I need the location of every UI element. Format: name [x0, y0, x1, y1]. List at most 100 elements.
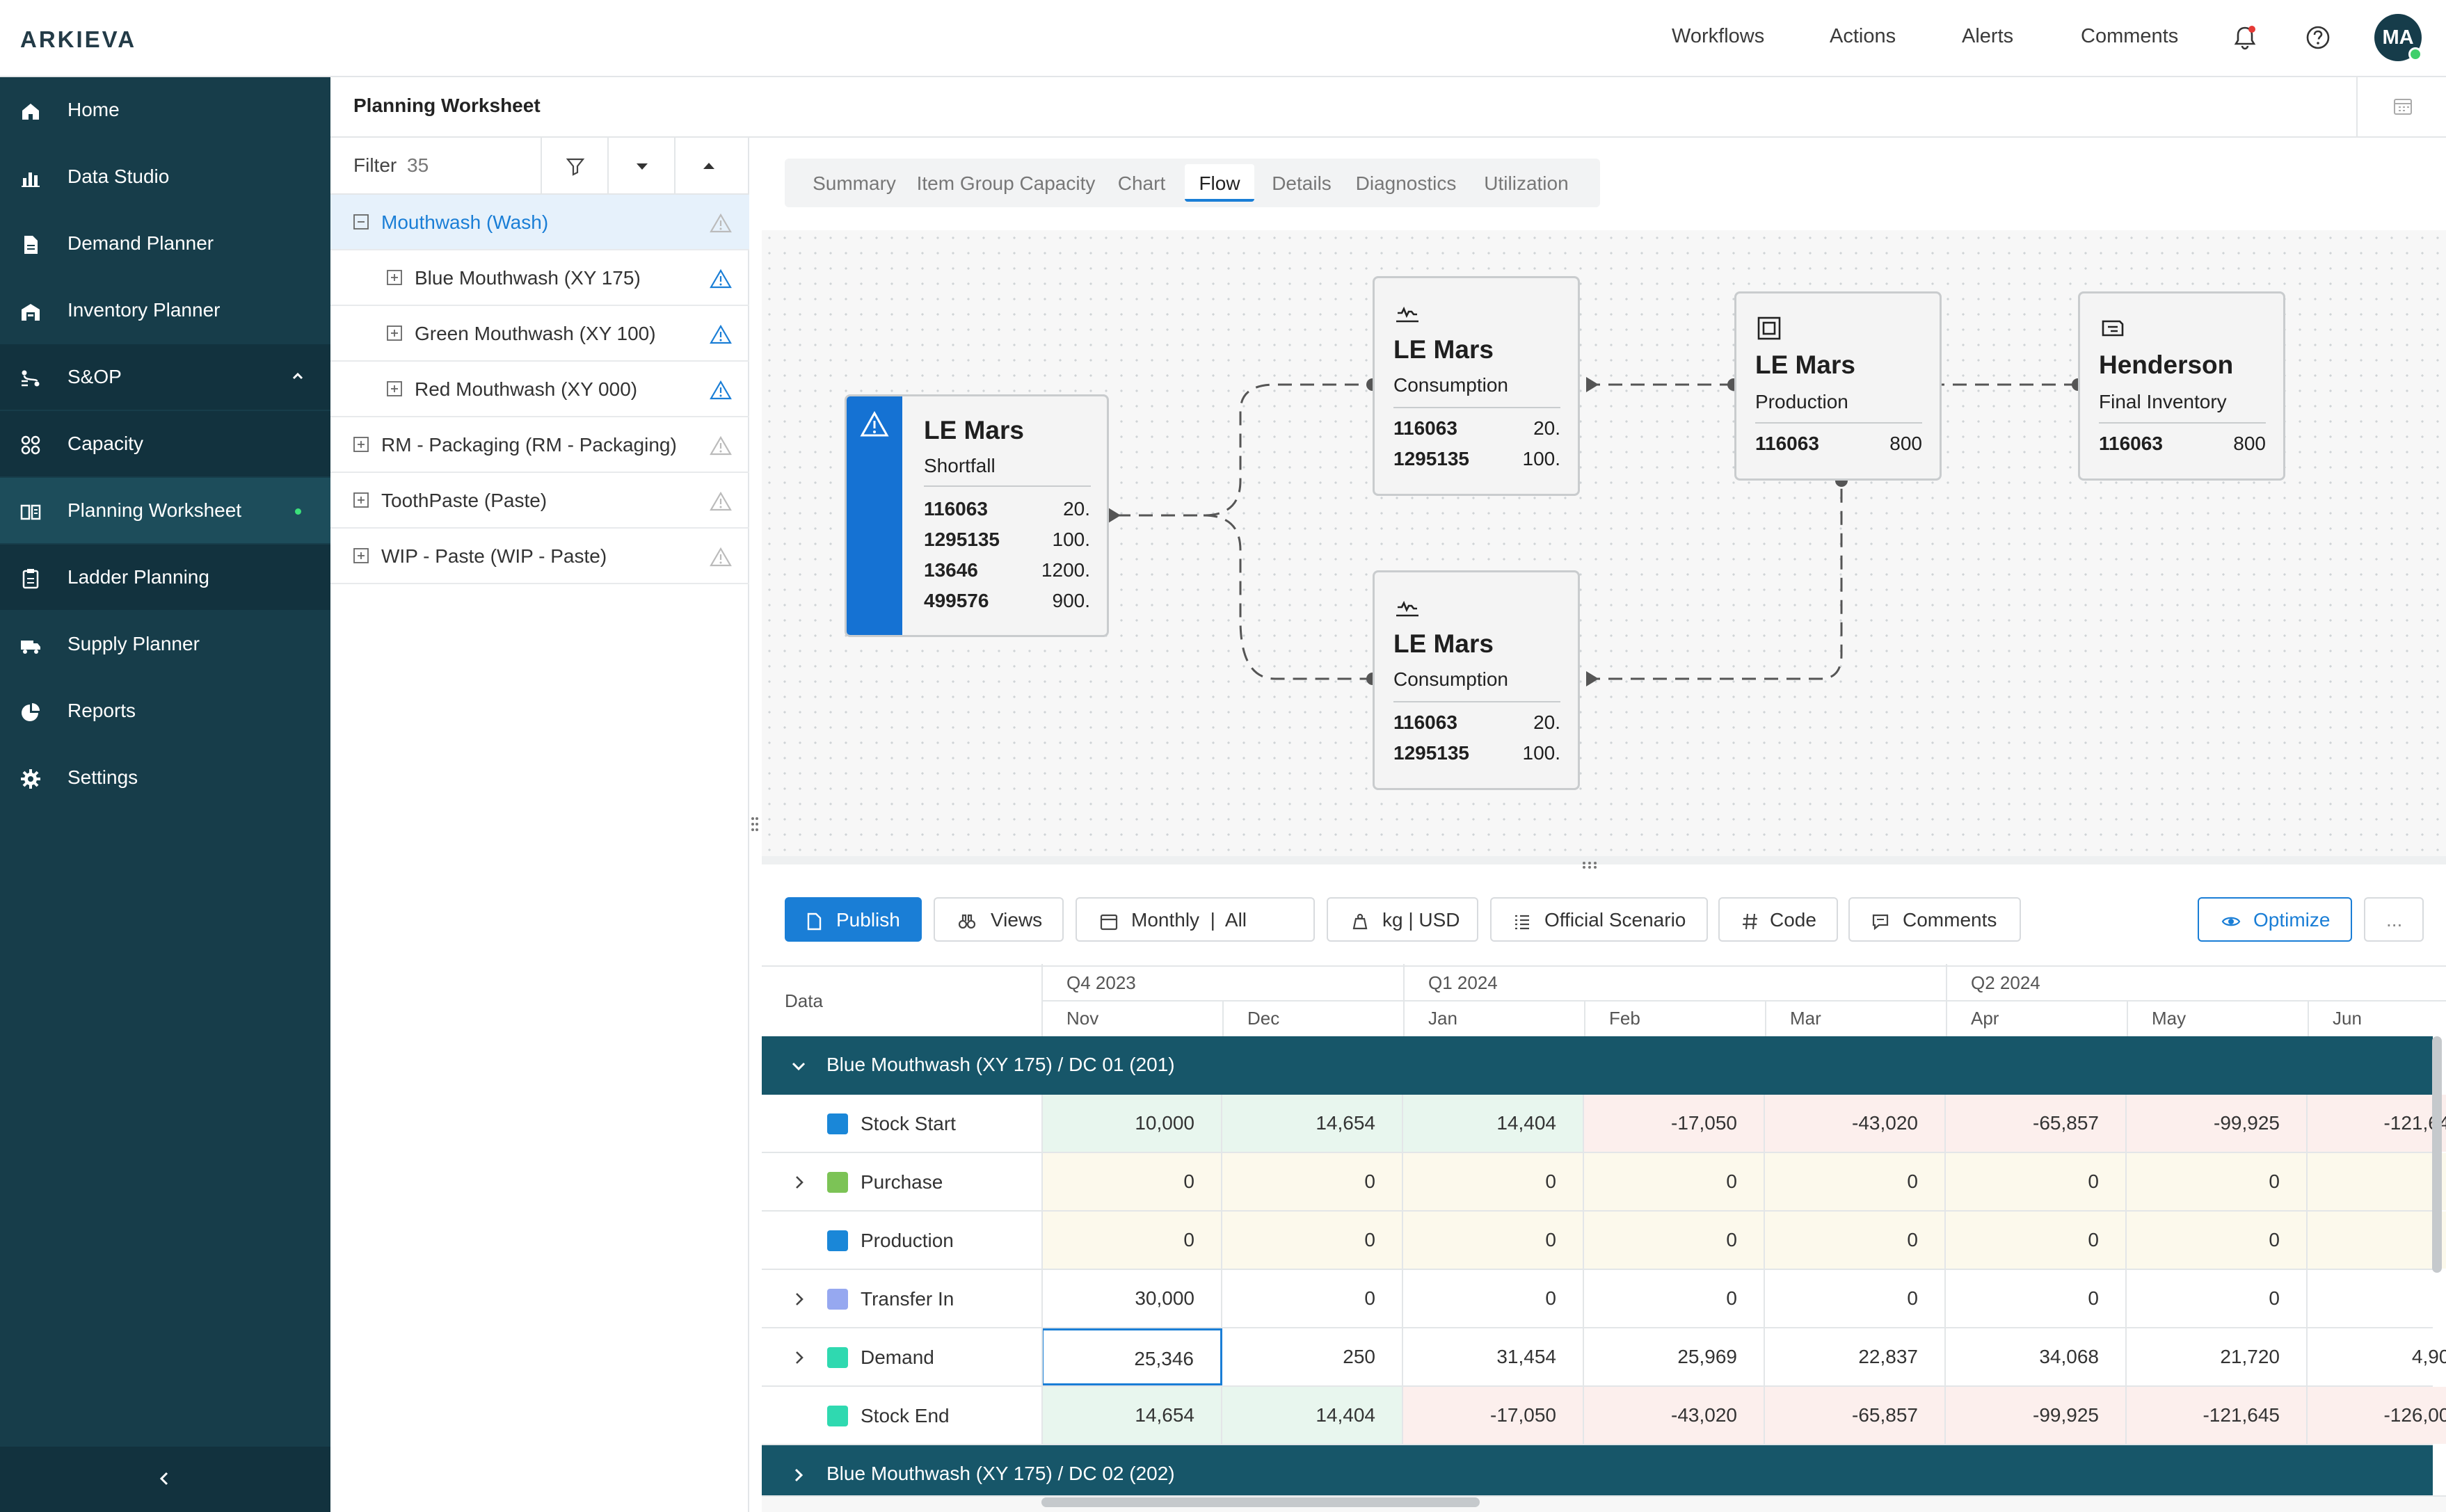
table-cell[interactable]: -17,050	[1403, 1387, 1584, 1444]
tab-diagnostics[interactable]: Diagnostics	[1355, 172, 1457, 194]
nav-actions[interactable]: Actions	[1830, 25, 1896, 47]
table-cell[interactable]: 0	[1041, 1153, 1222, 1210]
filter-label[interactable]: Filter	[353, 154, 397, 176]
table-cell[interactable]: -43,020	[1765, 1095, 1946, 1152]
notification-bell-icon[interactable]	[2230, 22, 2260, 53]
expand-node-icon[interactable]	[387, 270, 402, 285]
flow-node-shortfall[interactable]: LE Mars Shortfall 116063 20. 1295135 100…	[845, 394, 1109, 637]
table-cell[interactable]: 0	[1041, 1212, 1222, 1269]
table-cell[interactable]: 0	[1765, 1212, 1946, 1269]
tree-row[interactable]: RM - Packaging (RM - Packaging)	[330, 417, 749, 473]
tab-item-group-capacity[interactable]: Item Group Capacity	[916, 172, 1096, 194]
table-cell[interactable]: -99,925	[2127, 1095, 2308, 1152]
optimize-button[interactable]: Optimize	[2198, 897, 2352, 942]
chevron-right-icon[interactable]	[790, 1290, 808, 1308]
tab-chart[interactable]: Chart	[1117, 172, 1166, 194]
table-cell[interactable]: 25,346	[1041, 1328, 1222, 1385]
table-cell[interactable]: 0	[1584, 1212, 1765, 1269]
table-cell[interactable]: 14,654	[1041, 1387, 1222, 1444]
table-cell[interactable]	[2308, 1212, 2446, 1269]
sidebar-item-sop[interactable]: S&OP	[0, 344, 330, 410]
table-cell[interactable]: 0	[1946, 1270, 2127, 1327]
table-cell[interactable]: -17,050	[1584, 1095, 1765, 1152]
tree-row[interactable]: Red Mouthwash (XY 000)	[330, 362, 749, 417]
table-cell[interactable]: 0	[1403, 1212, 1584, 1269]
table-cell[interactable]: 14,404	[1222, 1387, 1403, 1444]
expand-node-icon[interactable]	[353, 492, 369, 508]
chevron-right-icon[interactable]	[790, 1173, 808, 1191]
table-cell[interactable]: 30,000	[1041, 1270, 1222, 1327]
filter-button[interactable]	[541, 138, 607, 195]
table-cell[interactable]: 31,454	[1403, 1328, 1584, 1385]
more-button[interactable]: ...	[2364, 897, 2424, 942]
expand-node-icon[interactable]	[353, 548, 369, 563]
table-cell[interactable]: 0	[2127, 1270, 2308, 1327]
nav-alerts[interactable]: Alerts	[1962, 25, 2014, 47]
table-cell[interactable]: -65,857	[1946, 1095, 2127, 1152]
scenario-selector[interactable]: Official Scenario	[1490, 897, 1708, 942]
code-button[interactable]: Code	[1718, 897, 1838, 942]
table-cell[interactable]: 14,404	[1403, 1095, 1584, 1152]
tab-details[interactable]: Details	[1272, 172, 1332, 194]
views-button[interactable]: Views	[934, 897, 1064, 942]
period-selector[interactable]: Monthly | All	[1076, 897, 1315, 942]
sidebar-item-planning-worksheet[interactable]: Planning Worksheet	[0, 478, 330, 543]
table-cell[interactable]: 0	[1584, 1153, 1765, 1210]
table-cell[interactable]: 0	[1584, 1270, 1765, 1327]
horizontal-scrollbar[interactable]	[1041, 1497, 1480, 1507]
tree-row[interactable]: Green Mouthwash (XY 100)	[330, 306, 749, 362]
calendar-button[interactable]	[2356, 77, 2446, 138]
table-cell[interactable]: 22,837	[1765, 1328, 1946, 1385]
group-row[interactable]: Blue Mouthwash (XY 175) / DC 01 (201)	[762, 1036, 2433, 1095]
table-cell[interactable]: -121,645	[2308, 1095, 2446, 1152]
vertical-scrollbar[interactable]	[2432, 1036, 2442, 1273]
chevron-down-icon[interactable]	[790, 1057, 808, 1075]
nav-workflows[interactable]: Workflows	[1672, 25, 1765, 47]
chevron-right-icon[interactable]	[790, 1349, 808, 1367]
flow-node-consumption-top[interactable]: LE Mars Consumption 116063 20. 1295135 1…	[1373, 276, 1580, 496]
tree-row[interactable]: ToothPaste (Paste)	[330, 473, 749, 529]
table-cell[interactable]: 0	[1765, 1270, 1946, 1327]
table-cell[interactable]: 0	[1946, 1153, 2127, 1210]
sidebar-item-home[interactable]: Home	[0, 77, 330, 143]
table-cell[interactable]: 0	[1403, 1153, 1584, 1210]
sidebar-item-capacity[interactable]: Capacity	[0, 411, 330, 476]
sidebar-item-ladder-planning[interactable]: Ladder Planning	[0, 545, 330, 610]
expand-node-icon[interactable]	[387, 325, 402, 341]
chevron-left-icon[interactable]	[154, 1469, 174, 1488]
collapse-all-button[interactable]	[674, 138, 741, 195]
tree-row[interactable]: Mouthwash (Wash)	[330, 195, 749, 250]
table-cell[interactable]: 250	[1222, 1328, 1403, 1385]
tree-row[interactable]: Blue Mouthwash (XY 175)	[330, 250, 749, 306]
help-icon[interactable]	[2303, 22, 2333, 53]
tree-row[interactable]: WIP - Paste (WIP - Paste)	[330, 529, 749, 584]
sidebar-item-inventory-planner[interactable]: Inventory Planner	[0, 278, 330, 343]
sidebar-item-supply-planner[interactable]: Supply Planner	[0, 611, 330, 677]
table-cell[interactable]: -43,020	[1584, 1387, 1765, 1444]
table-cell[interactable]: 4,900	[2308, 1328, 2446, 1385]
table-cell[interactable]: 0	[1765, 1153, 1946, 1210]
units-selector[interactable]: kg | USD	[1327, 897, 1478, 942]
chevron-right-icon[interactable]	[790, 1466, 808, 1484]
panel-resize-handle[interactable]	[749, 814, 760, 835]
nav-comments[interactable]: Comments	[2081, 25, 2179, 47]
table-cell[interactable]: -121,645	[2127, 1387, 2308, 1444]
publish-button[interactable]: Publish	[785, 897, 922, 942]
sidebar-item-reports[interactable]: Reports	[0, 678, 330, 743]
table-cell[interactable]	[2308, 1153, 2446, 1210]
flow-node-production[interactable]: LE Mars Production 116063 800	[1734, 291, 1942, 481]
table-cell[interactable]: 34,068	[1946, 1328, 2127, 1385]
sidebar-collapse-bar[interactable]	[0, 1447, 330, 1512]
group-row[interactable]: Blue Mouthwash (XY 175) / DC 02 (202)	[762, 1445, 2433, 1504]
comments-button[interactable]: Comments	[1848, 897, 2021, 942]
tab-summary[interactable]: Summary	[813, 172, 896, 194]
table-cell[interactable]: 0	[1222, 1270, 1403, 1327]
table-cell[interactable]: 10,000	[1041, 1095, 1222, 1152]
table-cell[interactable]: 0	[1222, 1153, 1403, 1210]
expand-node-icon[interactable]	[387, 381, 402, 396]
collapse-node-icon[interactable]	[353, 214, 369, 230]
sidebar-item-settings[interactable]: Settings	[0, 745, 330, 810]
tab-flow[interactable]: Flow	[1185, 164, 1254, 202]
table-cell[interactable]: -99,925	[1946, 1387, 2127, 1444]
expand-node-icon[interactable]	[353, 437, 369, 452]
